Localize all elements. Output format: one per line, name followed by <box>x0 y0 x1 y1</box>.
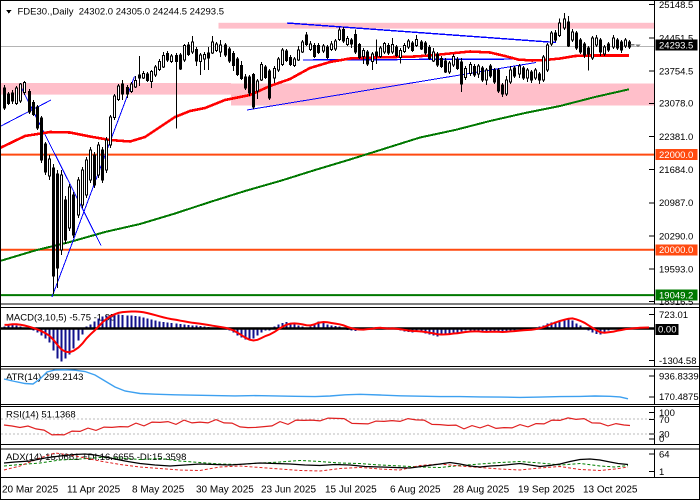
svg-text:24451.5: 24451.5 <box>659 33 693 44</box>
svg-text:25148.5: 25148.5 <box>659 0 693 11</box>
svg-text:6 Aug 2025: 6 Aug 2025 <box>390 484 441 495</box>
svg-text:MACD(3,10,5) -5.75 -1.95: MACD(3,10,5) -5.75 -1.95 <box>6 312 115 323</box>
svg-text:100: 100 <box>659 408 675 419</box>
svg-text:936.8339: 936.8339 <box>659 371 699 382</box>
svg-text:1: 1 <box>659 467 664 478</box>
svg-text:21684.0: 21684.0 <box>659 165 693 176</box>
svg-text:13 Oct 2025: 13 Oct 2025 <box>583 484 638 495</box>
svg-text:28 Aug 2025: 28 Aug 2025 <box>453 484 510 495</box>
svg-text:20987.0: 20987.0 <box>659 198 693 209</box>
svg-text:723.01: 723.01 <box>659 310 688 321</box>
svg-text:30 May 2025: 30 May 2025 <box>196 484 254 495</box>
svg-text:-1304.58: -1304.58 <box>659 356 697 367</box>
svg-text:18916.5: 18916.5 <box>659 297 693 308</box>
svg-text:RSI(14) 51.1368: RSI(14) 51.1368 <box>6 410 76 421</box>
svg-text:8 May 2025: 8 May 2025 <box>132 484 185 495</box>
svg-text:19 Sep 2025: 19 Sep 2025 <box>518 484 575 495</box>
svg-text:30: 30 <box>659 429 670 440</box>
svg-text:ATR(14) 299.2143: ATR(14) 299.2143 <box>6 372 83 383</box>
svg-text:170.4875: 170.4875 <box>659 392 699 403</box>
svg-text:23 Jun 2025: 23 Jun 2025 <box>261 484 316 495</box>
svg-text:22381.0: 22381.0 <box>659 132 693 143</box>
svg-text:70: 70 <box>659 415 670 426</box>
svg-text:64: 64 <box>659 449 670 460</box>
svg-text:23754.5: 23754.5 <box>659 67 693 78</box>
svg-text:19049.2: 19049.2 <box>659 291 693 302</box>
svg-text:20290.0: 20290.0 <box>659 231 693 242</box>
svg-text:23078.0: 23078.0 <box>659 99 693 110</box>
svg-text:19593.0: 19593.0 <box>659 265 693 276</box>
svg-text:22000.0: 22000.0 <box>659 150 693 161</box>
svg-text:24293.5: 24293.5 <box>659 41 693 52</box>
svg-text:0: 0 <box>659 434 664 445</box>
svg-text:FDE30.,Daily 24302.0 24305.0: FDE30.,Daily 24302.0 24305.0 24244.5 242… <box>18 6 225 17</box>
svg-text:20 Mar 2025: 20 Mar 2025 <box>2 484 59 495</box>
svg-text:20000.0: 20000.0 <box>659 245 693 256</box>
svg-text:0.00: 0.00 <box>658 325 677 336</box>
svg-text:15 Jul 2025: 15 Jul 2025 <box>325 484 377 495</box>
svg-text:11 Apr 2025: 11 Apr 2025 <box>67 484 121 495</box>
